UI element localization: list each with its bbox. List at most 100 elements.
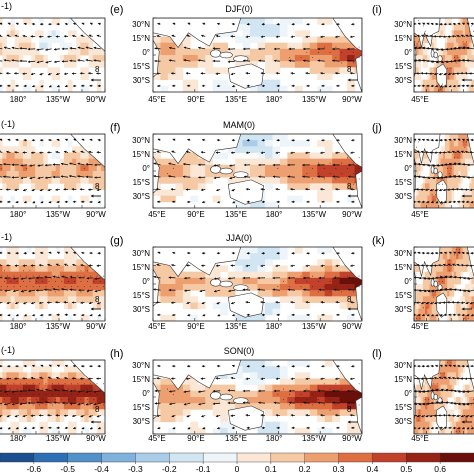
shaded-cell xyxy=(460,164,464,172)
shaded-cell xyxy=(242,158,251,166)
shaded-cell xyxy=(469,55,472,62)
shaded-cell xyxy=(160,171,169,178)
shaded-cell xyxy=(160,158,169,166)
shaded-cell xyxy=(429,314,433,321)
shaded-cell xyxy=(449,55,453,62)
shaded-cell xyxy=(47,259,53,266)
shaded-cell xyxy=(309,397,318,404)
wind-vector xyxy=(55,263,60,267)
shaded-cell xyxy=(456,378,459,386)
shaded-cell xyxy=(63,247,69,254)
stipple-dot xyxy=(428,399,430,401)
shaded-cell xyxy=(35,390,40,398)
shaded-cell xyxy=(175,284,184,291)
shaded-cell xyxy=(26,67,32,74)
wind-vector xyxy=(0,402,3,404)
shaded-cell xyxy=(190,397,199,404)
shaded-cell xyxy=(2,42,7,50)
wind-vector xyxy=(0,390,3,392)
wind-vector xyxy=(0,163,3,166)
shaded-cell xyxy=(212,397,221,404)
wind-vector xyxy=(443,200,448,204)
wind-vector xyxy=(56,138,60,142)
shaded-cell xyxy=(449,61,453,68)
stipple-dot xyxy=(335,404,337,406)
shaded-cell xyxy=(317,48,326,56)
panel-field xyxy=(153,134,362,208)
shaded-cell xyxy=(442,290,446,297)
shaded-cell xyxy=(332,36,341,44)
shaded-cell xyxy=(464,259,468,266)
shaded-cell xyxy=(425,152,428,160)
wind-vector xyxy=(304,151,310,155)
shaded-cell xyxy=(294,152,303,160)
shaded-cell xyxy=(264,308,273,316)
shaded-cell xyxy=(0,67,3,74)
shaded-cell xyxy=(68,296,73,303)
land-island xyxy=(433,393,438,401)
wind-vector xyxy=(157,138,161,142)
stipple-dot xyxy=(26,167,28,169)
shaded-cell xyxy=(453,67,457,74)
land-asia xyxy=(153,18,242,49)
shaded-cell xyxy=(422,85,426,92)
shaded-cell xyxy=(317,85,326,92)
shaded-cell xyxy=(451,152,455,160)
wind-vector xyxy=(23,426,28,430)
colorbar-swatch xyxy=(135,452,170,463)
shaded-cell xyxy=(220,290,229,297)
shaded-cell xyxy=(416,73,419,81)
shaded-cell xyxy=(453,314,457,321)
shaded-cell xyxy=(6,259,11,266)
stipple-dot xyxy=(19,383,21,385)
y-tick-label: 0° xyxy=(142,48,150,57)
shaded-cell xyxy=(416,308,419,316)
wind-vector xyxy=(31,364,36,368)
shaded-cell xyxy=(436,271,439,279)
shaded-cell xyxy=(324,296,333,303)
x-axis-labels: 45°E 90°E 135°E 180° 135°W 90°W xyxy=(148,210,362,219)
shaded-cell xyxy=(431,171,435,178)
wind-vector xyxy=(426,313,430,317)
shaded-cell xyxy=(416,164,419,172)
shaded-cell xyxy=(460,247,464,254)
wind-vector xyxy=(30,301,36,305)
shaded-cell xyxy=(467,164,470,172)
shaded-cell xyxy=(84,195,89,203)
shaded-cell xyxy=(445,48,448,56)
shaded-cell xyxy=(422,378,426,386)
shaded-cell xyxy=(272,284,281,291)
wind-vector xyxy=(3,402,11,406)
shaded-cell xyxy=(182,378,191,386)
shaded-cell xyxy=(462,265,466,273)
shaded-cell xyxy=(153,152,161,160)
shaded-cell xyxy=(250,314,258,321)
shaded-cell xyxy=(279,48,288,56)
shaded-cell xyxy=(427,177,430,184)
shaded-cell xyxy=(242,36,251,44)
shaded-cell xyxy=(422,397,426,404)
shaded-cell xyxy=(460,73,464,81)
shaded-cell xyxy=(182,164,191,172)
shaded-cell xyxy=(458,372,461,379)
shaded-cell xyxy=(442,427,446,434)
shaded-cell xyxy=(72,30,77,37)
shaded-cell xyxy=(55,296,61,303)
shaded-cell xyxy=(447,271,450,279)
wind-vector xyxy=(45,48,52,51)
shaded-cell xyxy=(190,302,199,310)
wind-vector xyxy=(463,276,470,280)
shaded-cell xyxy=(447,296,450,303)
shaded-cell xyxy=(449,189,453,197)
stipple-dot xyxy=(77,393,79,395)
shaded-cell xyxy=(88,61,94,68)
shaded-cell xyxy=(250,271,258,279)
shaded-cell xyxy=(416,55,419,62)
shaded-cell xyxy=(451,189,455,197)
stipple-dot xyxy=(48,388,50,390)
stipple-dot xyxy=(294,399,296,401)
wind-vector xyxy=(438,188,443,192)
wind-vector xyxy=(426,426,430,430)
shaded-cell xyxy=(436,290,439,297)
shaded-cell xyxy=(84,85,89,92)
